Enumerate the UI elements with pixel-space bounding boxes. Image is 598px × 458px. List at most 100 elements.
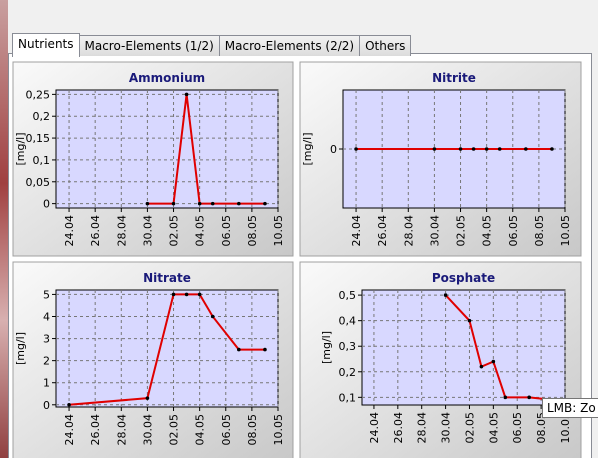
x-tick-label: 06.05 (507, 215, 520, 247)
data-point (145, 201, 150, 206)
x-tick-label: 26.04 (376, 215, 389, 247)
tooltip: LMB: Zo (542, 398, 598, 418)
y-axis-label: [mg/l] (14, 332, 27, 365)
x-tick-label: 06.05 (511, 412, 524, 444)
x-tick-label: 06.05 (220, 414, 233, 446)
y-tick-label: 0,5 (339, 289, 357, 302)
x-tick-label: 10.05 (272, 215, 285, 247)
tab[interactable]: Nutrients (12, 33, 80, 57)
y-tick-label: 4 (43, 310, 50, 323)
data-point (467, 318, 472, 323)
data-point (184, 292, 189, 297)
y-tick-label: 1 (43, 377, 50, 390)
x-tick-label: 04.05 (194, 414, 207, 446)
x-tick-label: 24.04 (63, 414, 76, 446)
data-point (524, 147, 528, 151)
y-tick-label: 0 (43, 198, 50, 211)
x-tick-label: 28.04 (115, 414, 128, 446)
x-tick-label: 26.04 (89, 215, 102, 247)
x-tick-label: 30.04 (141, 414, 154, 446)
data-point (527, 395, 531, 400)
y-axis-label: [mg/l] (301, 132, 314, 165)
x-tick-label: 08.05 (533, 215, 546, 247)
data-point (171, 292, 176, 297)
y-tick-label: 0,25 (26, 88, 51, 101)
x-tick-label: 24.04 (350, 215, 363, 247)
data-point (479, 364, 484, 369)
x-tick-label: 28.04 (416, 412, 429, 444)
tab[interactable]: Macro-Elements (2/2) (218, 35, 361, 56)
x-tick-label: 02.05 (455, 215, 468, 247)
y-axis-label: [mg/l] (14, 132, 27, 165)
x-tick-label: 28.04 (402, 215, 415, 247)
x-tick-label: 08.05 (246, 414, 259, 446)
data-point (458, 147, 463, 151)
data-point (503, 395, 508, 400)
desktop-edge (0, 0, 8, 458)
x-tick-label: 02.05 (168, 215, 181, 247)
y-tick-label: 3 (43, 333, 50, 346)
x-tick-label: 02.05 (168, 414, 181, 446)
plot-area (361, 289, 566, 406)
y-tick-label: 0,1 (339, 391, 357, 404)
data-point (263, 347, 267, 352)
data-point (484, 147, 489, 151)
x-tick-label: 10.05 (559, 412, 572, 444)
x-tick-label: 06.05 (220, 215, 233, 247)
data-point (263, 201, 267, 206)
x-tick-label: 26.04 (392, 412, 405, 444)
x-tick-label: 04.05 (487, 412, 500, 444)
y-tick-label: 0,05 (26, 176, 51, 189)
plot-area (55, 289, 279, 408)
data-point (171, 201, 176, 206)
data-point (443, 293, 448, 297)
x-tick-label: 28.04 (115, 215, 128, 247)
y-tick-label: 0,15 (26, 132, 51, 145)
x-tick-label: 08.05 (535, 412, 548, 444)
x-tick-label: 30.04 (440, 412, 453, 444)
y-tick-label: 0,2 (33, 110, 51, 123)
data-point (354, 147, 358, 151)
data-line (68, 293, 265, 406)
x-tick-label: 04.05 (481, 215, 494, 247)
x-tick-label: 10.05 (559, 215, 572, 247)
tab[interactable]: Others (359, 35, 412, 56)
data-point (550, 147, 554, 151)
y-tick-label: 5 (43, 288, 50, 301)
chart-title: Nitrite (432, 71, 476, 85)
data-point (210, 314, 215, 319)
x-tick-label: 04.05 (194, 215, 207, 247)
data-point (67, 402, 71, 407)
x-tick-label: 30.04 (141, 215, 154, 247)
x-tick-label: 24.04 (63, 215, 76, 247)
data-point (197, 201, 202, 206)
data-point (471, 147, 476, 151)
y-tick-label: 0,4 (339, 315, 357, 328)
chart-title: Posphate (432, 271, 495, 285)
chart-title: Ammonium (129, 71, 205, 85)
data-point (237, 347, 241, 352)
data-point (237, 201, 241, 206)
data-point (497, 147, 502, 151)
y-axis-label: [mg/l] (320, 331, 333, 364)
data-point (197, 292, 202, 297)
x-tick-label: 24.04 (368, 412, 381, 444)
tab-strip: Nutrients Macro-Elements (1/2) Macro-Ele… (12, 33, 412, 57)
x-tick-label: 30.04 (428, 215, 441, 247)
y-tick-label: 0 (330, 143, 337, 156)
y-tick-label: 0,3 (339, 340, 357, 353)
y-tick-label: 0 (43, 399, 50, 412)
data-point (145, 396, 150, 400)
x-tick-label: 08.05 (246, 215, 259, 247)
x-tick-label: 10.05 (272, 414, 285, 446)
y-tick-label: 0,1 (33, 154, 51, 167)
y-tick-label: 0,2 (339, 366, 357, 379)
plot-area (55, 89, 279, 209)
data-point (432, 147, 437, 151)
x-tick-label: 26.04 (89, 414, 102, 446)
data-point (491, 359, 496, 364)
data-point (210, 201, 215, 206)
data-point (184, 92, 189, 97)
